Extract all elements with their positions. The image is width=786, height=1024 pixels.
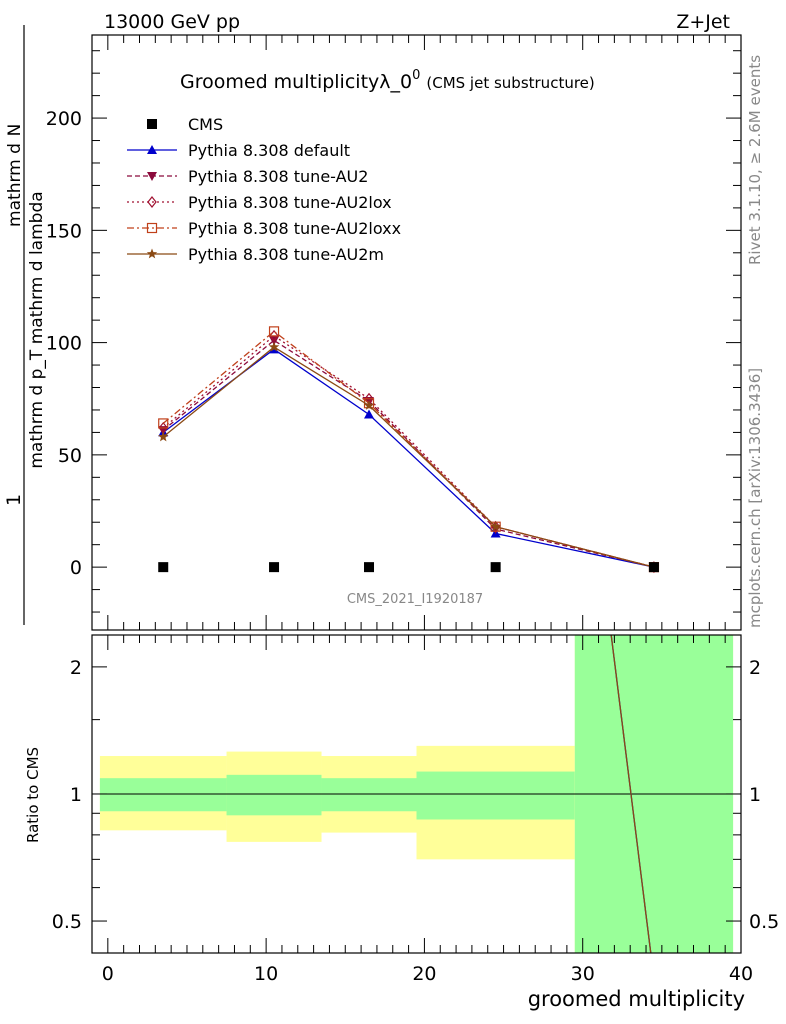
ratio-ytick-label-right: 1 — [749, 784, 761, 806]
ratio-line-pythia-8-308-tune-au2m — [610, 634, 652, 954]
ratio-ytick-label-right: 2 — [749, 657, 761, 679]
data-point-pythia-8-308-tune-au2m — [158, 431, 169, 442]
legend-label-pythia-8-308-default: Pythia 8.308 default — [188, 141, 350, 160]
analysis-id-watermark: CMS_2021_I1920187 — [347, 592, 483, 607]
xtick-label: 30 — [571, 963, 595, 985]
main-ylabel: 1 mathrm d N mathrm d p_T mathrm d lambd… — [3, 25, 47, 625]
xtick-label: 0 — [102, 963, 114, 985]
data-point-pythia-8-308-tune-au2m — [363, 400, 375, 410]
data-point-pythia-8-308-tune-au2loxx — [268, 326, 280, 337]
legend-label-pythia-8-308-tune-au2loxx: Pythia 8.308 tune-AU2loxx — [188, 219, 401, 238]
main-ytick-label: 150 — [46, 220, 82, 242]
mcplots-label: mcplots.cern.ch [arXiv:1306.3436] — [746, 368, 764, 628]
ratio-axes: 0.5 0.51 12 20 10 20 30 40 — [52, 635, 779, 985]
data-point-cms — [490, 562, 501, 573]
xtick-label: 20 — [412, 963, 436, 985]
ratio-plot-border — [91, 634, 742, 954]
data-point-pythia-8-308-tune-au2m — [490, 521, 501, 532]
data-point-pythia-8-308-default — [364, 409, 375, 419]
ratio-stat-band — [99, 778, 227, 812]
legend-label-cms: CMS — [188, 115, 223, 134]
main-ytick-label: 50 — [58, 445, 82, 467]
rivet-version-label: Rivet 3.1.10, ≥ 2.6M events — [746, 55, 764, 265]
plot-title-sup: 0 — [412, 68, 420, 83]
legend-marker-pythia-8-308-tune-au2loxx — [146, 222, 158, 234]
main-ytick-label: 100 — [46, 333, 82, 355]
ratio-stat-band — [321, 778, 417, 812]
legend-marker-cms — [147, 119, 157, 129]
series-line-pythia-8-308-tune-au2 — [162, 339, 655, 568]
ratio-ytick-label-left: 1 — [70, 784, 82, 806]
main-plot-border — [91, 34, 742, 631]
series-line-pythia-8-308-tune-au2loxx — [162, 330, 655, 568]
ylabel-numerator-one: 1 — [3, 494, 25, 506]
ylabel-numerator-N: N — [5, 124, 25, 137]
plot-title: Groomed multiplicityλ_00 (CMS jet substru… — [180, 68, 595, 93]
data-point-cms — [648, 562, 659, 573]
series-line-pythia-8-308-tune-au2lox — [162, 335, 655, 568]
process-label: Z+Jet — [676, 11, 730, 33]
data-point-pythia-8-308-tune-au2m — [268, 341, 280, 352]
ratio-ytick-label-left: 2 — [70, 657, 82, 679]
data-point-pythia-8-308-tune-au2loxx — [158, 418, 169, 429]
main-series-group — [158, 326, 660, 574]
ratio-lines-group — [610, 634, 652, 954]
ratio-stat-band — [416, 771, 575, 820]
ratio-stat-band — [226, 774, 322, 816]
ratio-ytick-label-left: 0.5 — [52, 911, 82, 933]
legend-label-pythia-8-308-tune-au2m: Pythia 8.308 tune-AU2m — [188, 245, 384, 264]
main-axes: 0 50 100 150 200 — [46, 35, 742, 630]
legend-marker-pythia-8-308-tune-au2 — [147, 172, 157, 181]
legend-label-pythia-8-308-tune-au2: Pythia 8.308 tune-AU2 — [188, 167, 368, 186]
data-point-cms — [364, 562, 375, 573]
energy-label: 13000 GeV pp — [104, 11, 240, 33]
plot-subtitle: (CMS jet substructure) — [426, 74, 594, 92]
main-ytick-label: 200 — [46, 108, 82, 130]
legend-marker-pythia-8-308-default — [147, 145, 157, 154]
plot-title-text: Groomed multiplicityλ_0 — [180, 71, 412, 93]
xaxis-label: groomed multiplicity — [528, 987, 745, 1011]
data-point-cms — [269, 562, 280, 573]
data-point-cms — [158, 562, 169, 573]
legend-label-pythia-8-308-tune-au2lox: Pythia 8.308 tune-AU2lox — [188, 193, 392, 212]
legend-marker-pythia-8-308-tune-au2m — [146, 248, 158, 259]
ylabel-denominator: mathrm d p_T mathrm d lambda — [27, 191, 47, 468]
ratio-ytick-label-right: 0.5 — [749, 911, 779, 933]
legend-marker-pythia-8-308-tune-au2lox — [147, 196, 157, 208]
ratio-ylabel: Ratio to CMS — [24, 747, 42, 843]
xtick-label: 10 — [254, 963, 278, 985]
legend: CMS Pythia 8.308 default Pythia 8.308 tune… — [127, 115, 401, 264]
main-ytick-label: 0 — [70, 557, 82, 579]
xtick-label: 40 — [729, 963, 753, 985]
ylabel-numerator-d: mathrm d — [5, 143, 25, 227]
main-plot-frame — [92, 35, 741, 630]
